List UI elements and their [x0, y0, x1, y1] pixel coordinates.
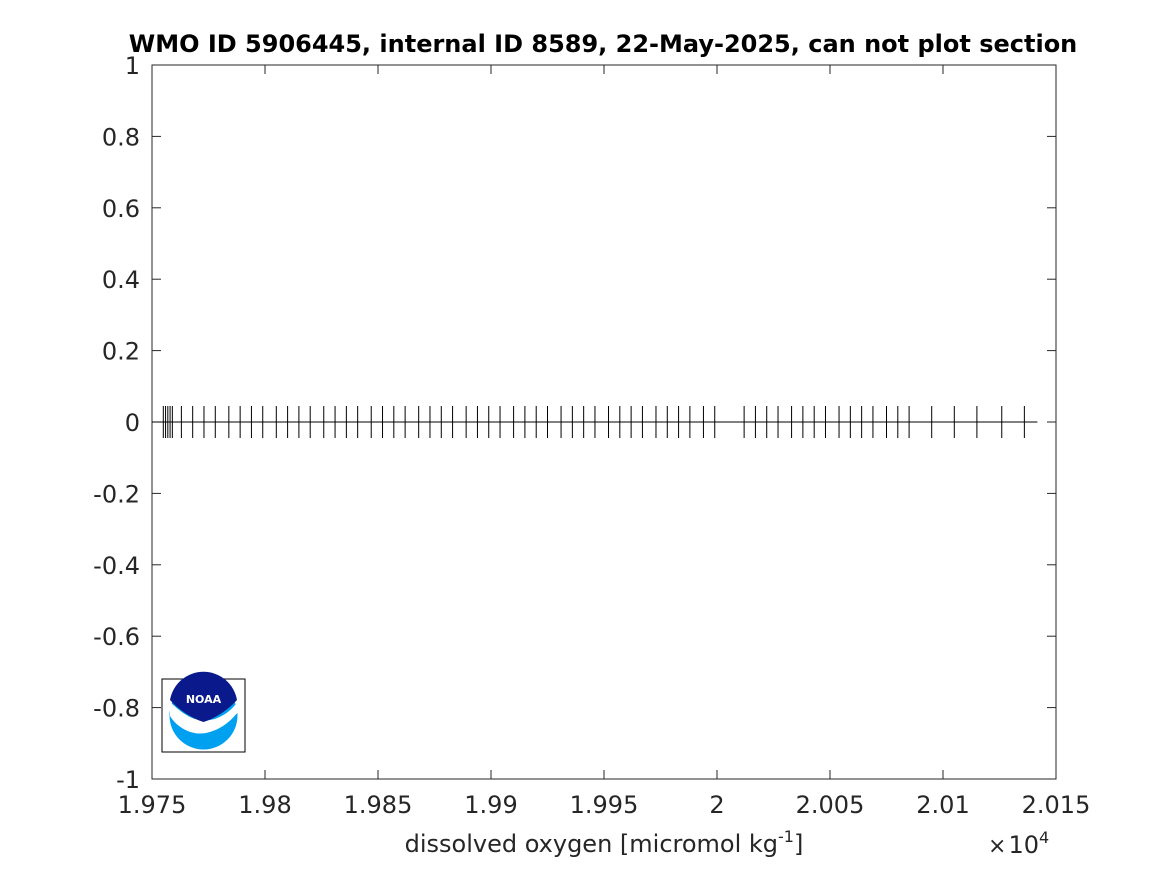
y-tick-label: 0.8 [102, 123, 140, 151]
x-axis-label-suffix: ] [794, 830, 803, 858]
x-tick-label: 1.995 [570, 791, 639, 819]
x-tick-label: 1.98 [238, 791, 291, 819]
logo-sky [170, 671, 237, 722]
x-axis-label-prefix: dissolved oxygen [micromol kg [405, 830, 778, 858]
x-tick-label: 2.01 [916, 791, 969, 819]
x-tick-label: 1.975 [118, 791, 187, 819]
data-markers [162, 406, 1025, 438]
x-axis-label-superscript: -1 [778, 827, 794, 846]
x-tick-label: 2.015 [1022, 791, 1091, 819]
y-tick-label: -0.8 [93, 695, 140, 723]
y-tick-label: -0.4 [93, 552, 140, 580]
y-tick-label: 0.6 [102, 195, 140, 223]
x-exponent-power: 4 [1039, 828, 1049, 847]
y-tick-label: 0.4 [102, 266, 140, 294]
y-axis: 1 0.8 0.6 0.4 0.2 0 -0.2 -0.4 -0.6 -0.8 -1 [93, 52, 1056, 794]
y-tick-label: -1 [116, 766, 140, 794]
logo-wave [170, 700, 238, 734]
x-tick-label: 2 [709, 791, 724, 819]
y-tick-label: 0 [125, 409, 140, 437]
x-tick-label: 1.985 [344, 791, 413, 819]
x-axis: 1.975 1.98 1.985 1.99 1.995 2 2.005 2.01 2.015 [118, 65, 1091, 819]
y-tick-label: -0.6 [93, 623, 140, 651]
x-tick-label: 1.99 [464, 791, 517, 819]
y-tick-label: -0.2 [93, 480, 140, 508]
x-axis-label: dissolved oxygen [micromol kg-1] [405, 827, 804, 858]
x-exponent-base: 10 [1008, 831, 1039, 859]
noaa-logo: NOAA [161, 671, 246, 753]
x-tick-label: 2.005 [796, 791, 865, 819]
chart-title: WMO ID 5906445, internal ID 8589, 22-May… [129, 30, 1078, 58]
y-tick-label: 1 [125, 52, 140, 80]
x-exponent-times: × [988, 834, 1006, 859]
y-tick-label: 0.2 [102, 338, 140, 366]
x-exponent-label: ×104 [988, 828, 1049, 859]
logo-text: NOAA [186, 693, 222, 706]
